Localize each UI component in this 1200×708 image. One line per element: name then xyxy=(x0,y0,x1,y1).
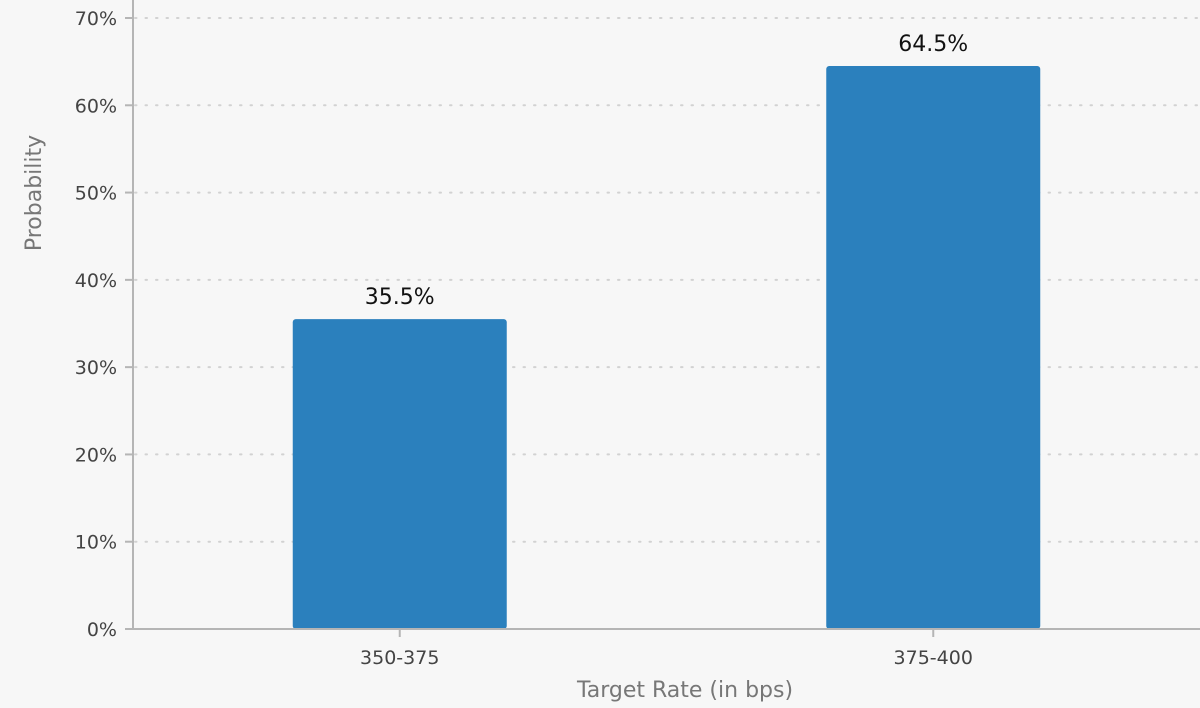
y-tick-label: 70% xyxy=(75,8,117,30)
y-tick-label: 50% xyxy=(75,183,117,205)
bars xyxy=(292,66,1041,629)
data-label: 64.5% xyxy=(898,32,968,57)
data-label: 35.5% xyxy=(365,285,435,310)
y-tick-label: 40% xyxy=(75,270,117,292)
bar-375-400[interactable] xyxy=(826,66,1041,629)
x-tick-label: 375-400 xyxy=(894,647,973,669)
y-axis-title: Probability xyxy=(22,135,47,251)
y-tick-label: 60% xyxy=(75,95,117,117)
axes xyxy=(125,0,1200,637)
x-axis-title: Target Rate (in bps) xyxy=(576,678,793,703)
labels: 0% 10% 20% 30% 40% 50% 60% 70% 350-375 35.5% 375-4… xyxy=(75,8,973,669)
x-tick-label: 350-375 xyxy=(360,647,439,669)
y-tick-label: 20% xyxy=(75,444,117,466)
bar-350-375[interactable] xyxy=(292,319,507,629)
y-tick-label: 0% xyxy=(87,619,117,641)
y-tick-label: 10% xyxy=(75,532,117,554)
y-tick-label: 30% xyxy=(75,357,117,379)
